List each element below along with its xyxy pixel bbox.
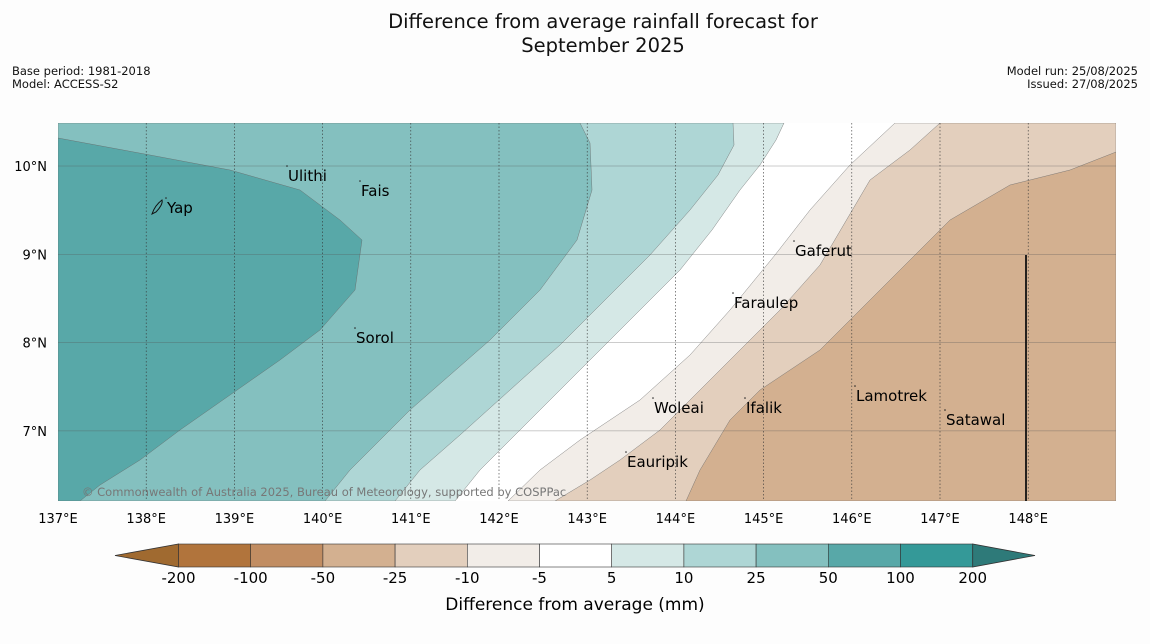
yap-island-outline bbox=[151, 199, 163, 215]
map-title: Difference from average rainfall forecas… bbox=[0, 10, 1150, 58]
colorbar-segment bbox=[466, 543, 540, 568]
colorbar-segment bbox=[900, 543, 973, 568]
place-label: Woleai bbox=[654, 399, 704, 417]
lon-tick-label: 145°E bbox=[744, 512, 784, 527]
colorbar-tick-label: -25 bbox=[383, 569, 408, 587]
place-marker bbox=[744, 397, 746, 399]
place-label: Eauripik bbox=[627, 453, 688, 471]
lon-tick-label: 137°E bbox=[38, 512, 78, 527]
colorbar-tick-label: 200 bbox=[958, 569, 987, 587]
place-label: Yap bbox=[166, 199, 193, 217]
model-run: Model run: 25/08/2025 bbox=[1006, 64, 1138, 78]
colorbar-tick-label: -100 bbox=[234, 569, 268, 587]
colorbar-segment bbox=[250, 543, 324, 568]
lon-tick-label: 143°E bbox=[567, 512, 607, 527]
lon-tick-label: 148°E bbox=[1008, 512, 1048, 527]
lon-tick-label: 142°E bbox=[479, 512, 519, 527]
graticule bbox=[58, 123, 1116, 501]
colorbar-segment bbox=[827, 543, 901, 568]
place-label: Ifalik bbox=[746, 399, 782, 417]
colorbar-low-extension bbox=[114, 543, 179, 568]
lat-labels: 10°N 9°N 8°N 7°N bbox=[14, 160, 47, 440]
colorbar-high-extension bbox=[972, 543, 1036, 568]
place-marker bbox=[793, 240, 795, 242]
place-label: Faraulep bbox=[734, 294, 798, 312]
place-label: Fais bbox=[361, 182, 390, 200]
place-marker bbox=[854, 385, 856, 387]
parallels bbox=[58, 165, 1116, 432]
lon-labels: 137°E 138°E 139°E 140°E 141°E 142°E 143°E 144°E… bbox=[38, 512, 1048, 527]
place-marker bbox=[359, 180, 361, 182]
colorbar-segment bbox=[755, 543, 829, 568]
colorbar-segment bbox=[394, 543, 468, 568]
colorbar-tick-label: -50 bbox=[311, 569, 336, 587]
place-label: Ulithi bbox=[288, 167, 327, 185]
meta-right: Model run: 25/08/2025 Issued: 27/08/2025 bbox=[1007, 65, 1138, 91]
lat-tick-label: 7°N bbox=[23, 425, 48, 440]
place-label: Satawal bbox=[946, 411, 1005, 429]
place-marker bbox=[944, 409, 946, 411]
lon-tick-label: 141°E bbox=[391, 512, 431, 527]
lon-tick-label: 140°E bbox=[303, 512, 343, 527]
colorbar-tick-label: 10 bbox=[674, 569, 693, 587]
lon-tick-label: 147°E bbox=[920, 512, 960, 527]
lon-tick-label: 146°E bbox=[832, 512, 872, 527]
band-100-200 bbox=[58, 137, 363, 501]
colorbar-tick-label: 5 bbox=[607, 569, 617, 587]
meridians bbox=[145, 123, 1029, 501]
base-period: Base period: 1981-2018 bbox=[12, 64, 151, 78]
lon-tick-label: 138°E bbox=[126, 512, 166, 527]
colorbar-segment bbox=[611, 543, 685, 568]
places-layer: Ulithi Fais Yap Gaferut Faraulep Sorol Lamotre… bbox=[165, 165, 1005, 471]
place-label: Gaferut bbox=[795, 242, 852, 260]
place-marker bbox=[354, 327, 356, 329]
colorbar-tick-label: -10 bbox=[455, 569, 480, 587]
colorbar: -200 -100 -50 -25 -10 -5 5 10 25 50 100 200 bbox=[114, 543, 1036, 587]
band-minus25 bbox=[685, 151, 1116, 501]
copyright-notice: © Commonwealth of Australia 2025, Bureau… bbox=[82, 485, 566, 499]
meta-left: Base period: 1981-2018 Model: ACCESS-S2 bbox=[12, 65, 151, 91]
colorbar-tick-label: 50 bbox=[819, 569, 838, 587]
lat-tick-label: 10°N bbox=[14, 160, 47, 175]
place-label: Sorol bbox=[356, 329, 394, 347]
lat-tick-label: 9°N bbox=[23, 248, 48, 263]
place-marker bbox=[165, 197, 167, 199]
colorbar-tick-label: -200 bbox=[161, 569, 195, 587]
lat-tick-label: 8°N bbox=[23, 337, 48, 352]
colorbar-segment bbox=[322, 543, 396, 568]
colorbar-title: Difference from average (mm) bbox=[445, 595, 704, 615]
colorbar-tick-label: -5 bbox=[532, 569, 547, 587]
colorbar-segment bbox=[683, 543, 757, 568]
colorbar-tick-label: 25 bbox=[747, 569, 766, 587]
place-marker bbox=[652, 397, 654, 399]
colorbar-segment bbox=[178, 543, 251, 568]
title-line-2: September 2025 bbox=[521, 34, 685, 57]
place-marker bbox=[732, 292, 734, 294]
lon-tick-label: 139°E bbox=[215, 512, 255, 527]
issued-date: Issued: 27/08/2025 bbox=[1027, 77, 1138, 91]
lon-tick-label: 144°E bbox=[656, 512, 696, 527]
place-marker bbox=[286, 165, 288, 167]
colorbar-tick-label: 100 bbox=[886, 569, 915, 587]
place-marker bbox=[625, 451, 627, 453]
place-label: Lamotrek bbox=[856, 387, 927, 405]
colorbar-segment bbox=[539, 543, 612, 568]
model-name: Model: ACCESS-S2 bbox=[12, 77, 119, 91]
title-line-1: Difference from average rainfall forecas… bbox=[388, 10, 818, 33]
